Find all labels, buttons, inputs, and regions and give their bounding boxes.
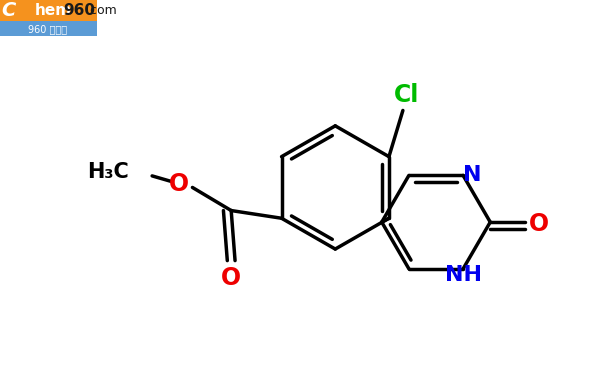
Text: hem: hem	[34, 3, 71, 18]
Text: O: O	[529, 211, 549, 236]
Polygon shape	[0, 0, 31, 20]
Text: NH: NH	[445, 265, 482, 285]
Text: O: O	[168, 172, 189, 196]
Text: 960 化工网: 960 化工网	[28, 24, 68, 34]
Text: C: C	[1, 1, 15, 20]
Text: H₃C: H₃C	[87, 162, 129, 182]
Text: Cl: Cl	[394, 83, 419, 107]
Text: O: O	[221, 266, 241, 290]
Text: 960: 960	[64, 3, 96, 18]
FancyBboxPatch shape	[0, 21, 97, 36]
Text: .com: .com	[87, 4, 117, 16]
FancyBboxPatch shape	[0, 0, 97, 21]
Text: N: N	[463, 165, 482, 185]
